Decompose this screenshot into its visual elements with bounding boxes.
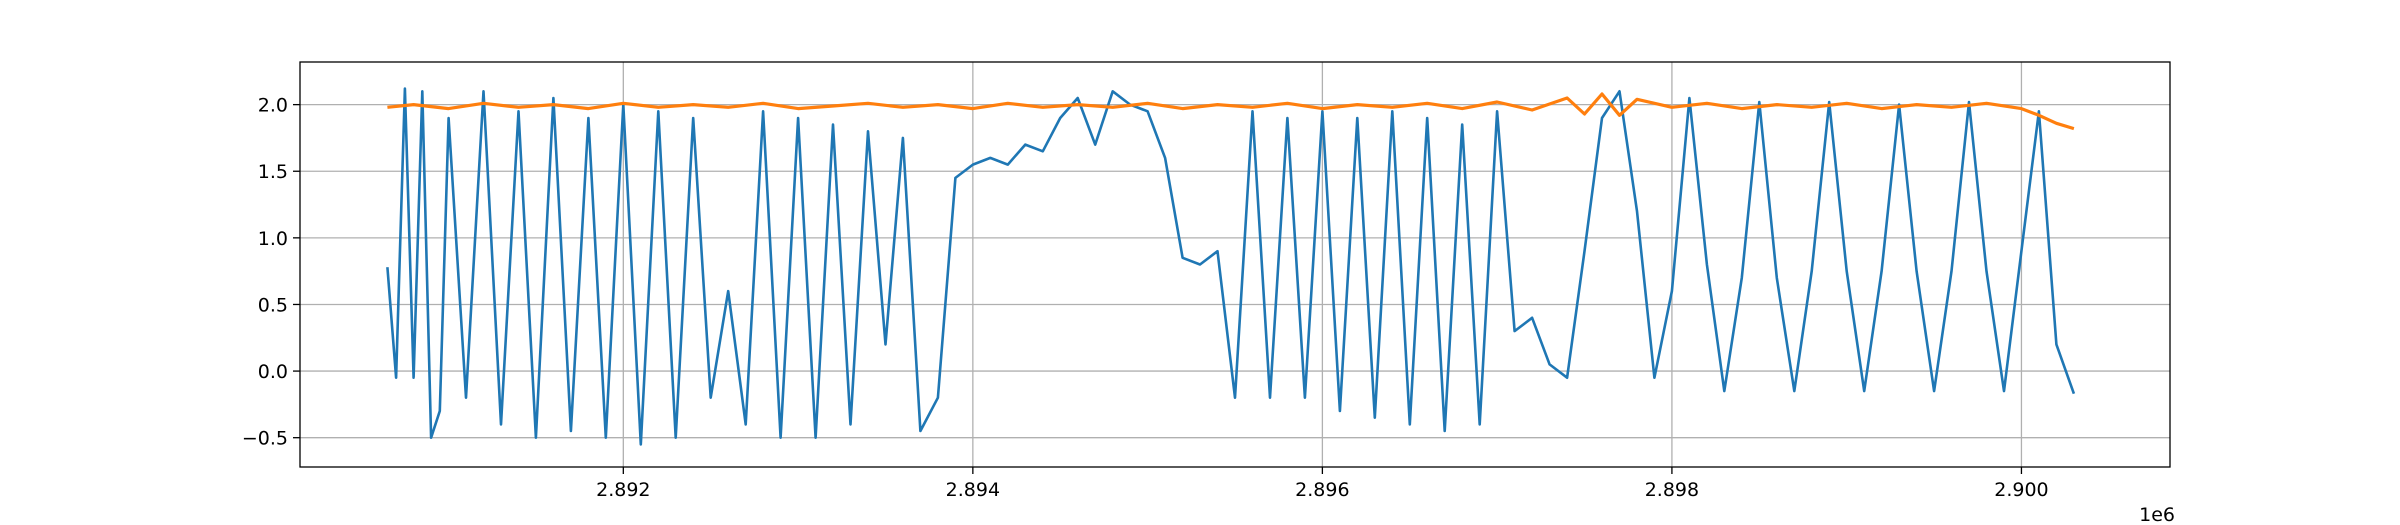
y-tick-label: 2.0 [258,95,288,117]
y-tick-label: 0.5 [258,294,288,316]
x-tick-label: 2.896 [1295,479,1349,501]
y-tick-label: −0.5 [242,428,288,450]
ticks: 2.892 2.894 2.896 2.898 2.900 2.0 1.5 1.0 0.5 0.0… [242,95,2049,501]
series-line-1 [386,87,2076,446]
x-tick-label: 2.892 [596,479,650,501]
y-tick-label: 1.0 [258,228,288,250]
series-line-2 [387,92,2075,131]
x-tick-label: 2.894 [946,479,1000,501]
x-axis-offset-label: 1e6 [2139,504,2175,525]
plot-frame [299,61,2171,468]
x-tick-label: 2.898 [1645,479,1699,501]
x-tick-label: 2.900 [1994,479,2048,501]
series-layer [386,87,2076,446]
y-tick-label: 1.5 [258,161,288,183]
y-tick-label: 0.0 [258,361,288,383]
